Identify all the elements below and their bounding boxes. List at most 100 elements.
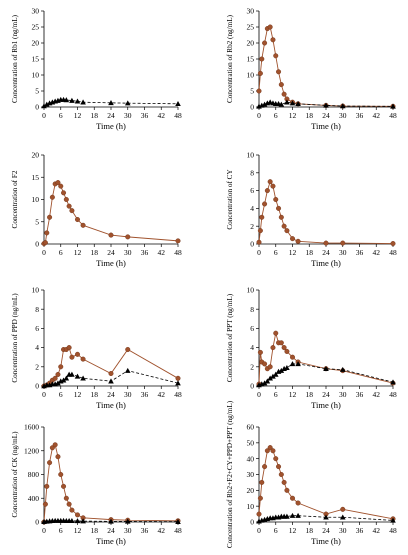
data-point-circle [262,464,268,470]
data-point-triangle [284,364,290,370]
series-line-1 [43,443,179,523]
x-tick-label: 42 [373,248,381,257]
data-point-triangle [60,377,67,383]
data-point-circle [267,24,273,30]
y-tick-label: 25 [32,23,40,32]
data-point-triangle [390,379,396,385]
y-tick-label: 2 [250,362,254,371]
data-point-triangle [267,375,273,381]
y-tick-label: 15 [32,173,40,182]
x-tick-label: 48 [389,111,397,120]
x-tick-label: 0 [257,526,261,535]
y-tick-label: 8 [250,168,254,177]
data-point-circle [281,345,287,351]
data-point-circle [66,501,72,507]
data-point-circle [295,500,301,506]
y-tick-label: 4 [250,204,254,213]
data-point-circle [52,442,58,448]
y-tick-label: 50 [247,438,255,447]
x-axis-title: Time (h) [311,258,341,268]
y-tick-label: 0 [250,103,254,112]
data-point-triangle [124,100,131,106]
series-line-1 [258,446,394,520]
data-point-triangle [108,378,114,384]
x-tick-label: 12 [74,526,82,535]
y-tick-label: 8 [250,305,254,314]
x-axis-title: Time (h) [96,536,126,546]
data-point-circle [108,232,114,238]
y-tick-label: 400 [28,494,40,503]
data-point-circle [390,241,396,247]
data-point-circle [281,223,287,229]
y-tick-label: 40 [247,454,255,463]
data-point-circle [61,190,67,196]
series-line-1 [258,26,394,107]
x-axis-title: Time (h) [311,400,341,410]
data-point-circle [66,345,72,351]
x-tick-label: 6 [274,248,278,257]
x-axis-title: Time (h) [311,536,341,546]
data-point-circle [52,375,58,381]
data-point-circle [262,40,268,46]
y-tick-label: 0 [35,518,39,527]
data-point-triangle [390,103,396,109]
y-axis-title: Concentration of Rb2 (ng/mL) [226,14,234,103]
data-point-circle [270,345,276,351]
data-point-circle [267,179,273,185]
y-tick-label: 6 [250,186,254,195]
data-point-circle [323,240,329,246]
y-tick-label: 5 [35,87,39,96]
y-axis-title: Concentration of PPT (ng/mL) [226,293,234,382]
data-point-circle [276,464,282,470]
y-tick-label: 25 [247,23,255,32]
data-point-circle [273,330,279,336]
x-tick-label: 30 [124,111,132,120]
x-tick-label: 36 [141,248,149,257]
data-point-circle [278,340,284,346]
x-tick-label: 36 [141,390,149,399]
data-point-circle [58,183,64,189]
x-tick-label: 0 [257,390,261,399]
y-tick-label: 20 [247,486,255,495]
x-tick-label: 0 [42,390,46,399]
x-tick-label: 24 [322,248,330,257]
x-tick-label: 0 [42,111,46,120]
y-tick-label: 0 [250,240,254,249]
data-point-triangle [124,367,131,373]
data-point-triangle [108,100,114,106]
data-point-circle [257,495,263,501]
data-point-circle [257,228,263,234]
data-point-circle [262,201,268,207]
x-tick-label: 24 [107,526,115,535]
y-tick-label: 15 [247,55,255,64]
x-tick-label: 42 [158,248,166,257]
y-tick-label: 10 [32,71,40,80]
x-tick-label: 30 [339,248,347,257]
data-point-triangle [74,373,81,379]
data-point-circle [175,238,181,244]
data-point-circle [80,356,86,362]
data-point-circle [340,240,346,246]
y-axis-title: Concentration of F2 [11,170,19,228]
y-tick-label: 10 [32,286,40,295]
y-tick-label: 2 [250,222,254,231]
data-point-circle [290,236,296,242]
data-point-circle [63,196,69,202]
x-tick-label: 24 [322,390,330,399]
data-point-circle [259,56,265,62]
x-tick-label: 24 [107,248,115,257]
data-point-circle [256,239,262,245]
data-point-circle [257,349,263,355]
data-point-circle [273,53,279,59]
data-point-triangle [272,371,279,377]
data-point-triangle [295,101,301,107]
x-tick-label: 24 [107,111,115,120]
data-point-circle [256,88,262,94]
data-point-triangle [74,98,81,104]
data-point-circle [257,70,263,76]
y-axis-title: Concentration of CK (ng/mL) [11,431,19,518]
x-tick-label: 12 [289,248,297,257]
x-tick-label: 0 [257,248,261,257]
